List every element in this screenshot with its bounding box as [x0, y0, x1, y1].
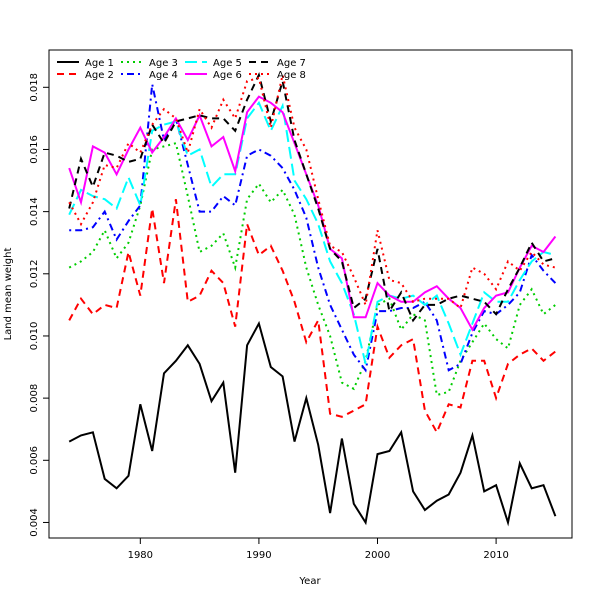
series-line-age-3 — [68, 141, 557, 397]
y-tick-label: 0.012 — [29, 259, 40, 288]
series-line-age-2 — [68, 199, 557, 435]
legend-label: Age 5 — [213, 58, 242, 69]
y-tick-label: 0.010 — [29, 322, 40, 351]
y-tick-label: 0.016 — [29, 135, 40, 164]
x-tick-label: 1980 — [128, 550, 153, 561]
legend-label: Age 8 — [277, 70, 306, 81]
series-lines — [68, 71, 557, 527]
y-tick-label: 0.008 — [29, 384, 40, 413]
y-axis: 0.004 0.006 0.008 0.010 0.012 0.014 0.016 0.018 — [29, 73, 49, 537]
series-line-age-8 — [68, 74, 556, 310]
x-axis: 1980 1990 2000 2010 — [128, 538, 509, 561]
x-tick-label: 2000 — [365, 550, 390, 561]
y-tick-label: 0.018 — [29, 73, 40, 102]
series-line-age-4 — [69, 83, 557, 373]
plot-frame — [48, 49, 573, 539]
y-axis-label: Land mean weight — [3, 248, 14, 341]
legend-label: Age 2 — [85, 70, 114, 81]
legend-label: Age 7 — [277, 58, 306, 69]
x-tick-label: 2010 — [483, 550, 508, 561]
x-tick-label: 1990 — [246, 550, 271, 561]
series-line-age-1 — [68, 320, 557, 527]
y-tick-label: 0.014 — [29, 197, 40, 226]
y-tick-label: 0.006 — [29, 446, 40, 475]
legend-label: Age 1 — [85, 58, 114, 69]
legend-label: Age 3 — [149, 58, 178, 69]
legend-label: Age 6 — [213, 70, 242, 81]
legend-label: Age 4 — [149, 70, 178, 81]
y-tick-label: 0.004 — [29, 508, 40, 537]
x-axis-label: Year — [298, 576, 321, 587]
series-line-age-5 — [68, 100, 556, 365]
